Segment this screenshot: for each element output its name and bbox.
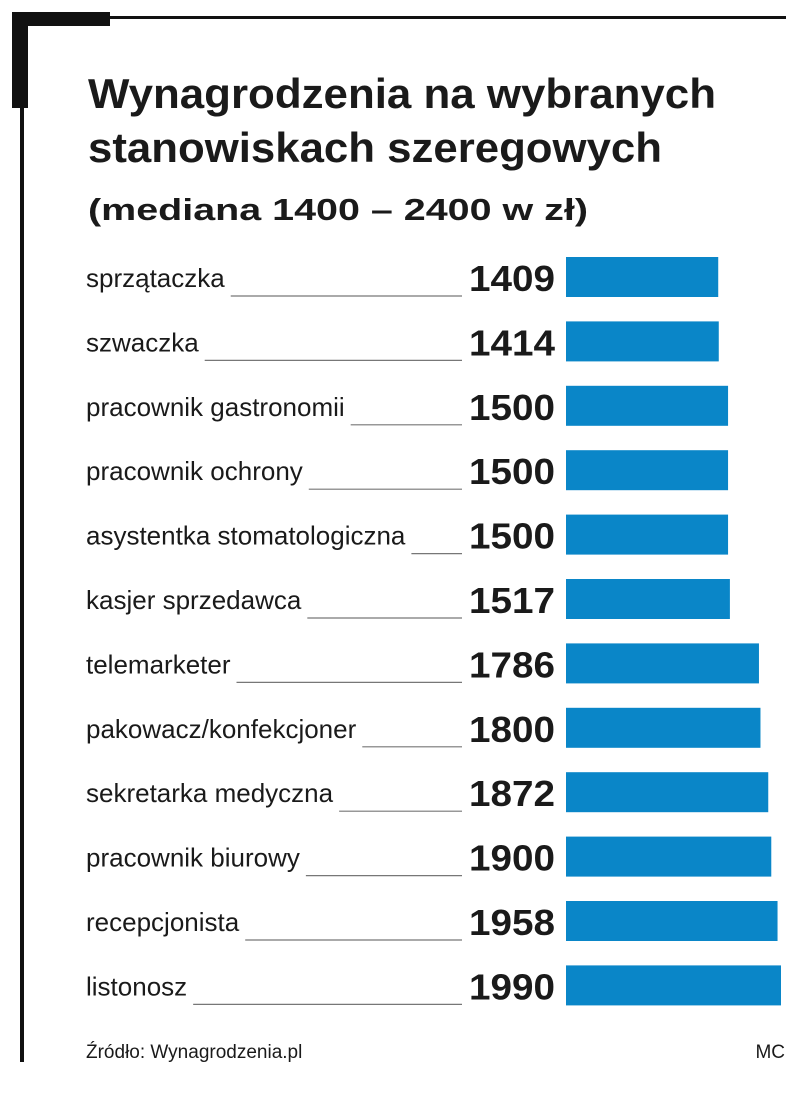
- bar: [566, 450, 729, 491]
- value-label: 1872: [469, 773, 555, 814]
- category-label: listonosz: [86, 971, 187, 1001]
- category-label: pracownik gastronomii: [86, 392, 345, 422]
- value-label: 1900: [469, 838, 555, 879]
- category-label: pracownik ochrony: [86, 456, 303, 486]
- category-label: pracownik biurowy: [86, 843, 300, 873]
- value-label: 1800: [469, 709, 555, 750]
- bar: [566, 707, 761, 748]
- value-label: 1500: [469, 516, 555, 557]
- value-label: 1786: [469, 644, 555, 685]
- category-label: sekretarka medyczna: [86, 778, 334, 808]
- chart-title: stanowiskach szeregowych: [88, 124, 662, 171]
- frame-left: [20, 16, 24, 1062]
- credit: MC: [755, 1042, 785, 1063]
- chart-title: Wynagrodzenia na wybranych: [88, 70, 716, 117]
- bar: [566, 772, 769, 813]
- category-label: kasjer sprzedawca: [86, 585, 302, 615]
- bar: [566, 579, 730, 619]
- value-label: 1414: [469, 322, 555, 363]
- category-label: sprzątaczka: [86, 263, 225, 293]
- bar: [566, 385, 729, 426]
- category-label: asystentka stomatologiczna: [86, 521, 406, 551]
- value-label: 1500: [469, 387, 555, 428]
- category-label: pakowacz/konfekcjoner: [86, 714, 357, 744]
- bar: [566, 836, 772, 877]
- value-label: 1517: [469, 580, 555, 621]
- bar: [566, 257, 719, 297]
- category-label: szwaczka: [86, 327, 199, 357]
- bar: [566, 321, 719, 362]
- value-label: 1409: [469, 258, 555, 299]
- bar: [566, 901, 778, 941]
- chart-subtitle: (mediana 1400 – 2400 w zł): [88, 192, 588, 227]
- bar: [566, 514, 729, 555]
- value-label: 1958: [469, 902, 555, 943]
- category-label: telemarketer: [86, 649, 231, 679]
- bar: [566, 643, 759, 684]
- value-label: 1500: [469, 451, 555, 492]
- source: Źródło: Wynagrodzenia.pl: [86, 1042, 302, 1063]
- bar: [566, 965, 781, 1006]
- category-label: recepcjonista: [86, 907, 240, 937]
- frame-top: [24, 16, 786, 19]
- value-label: 1990: [469, 966, 555, 1007]
